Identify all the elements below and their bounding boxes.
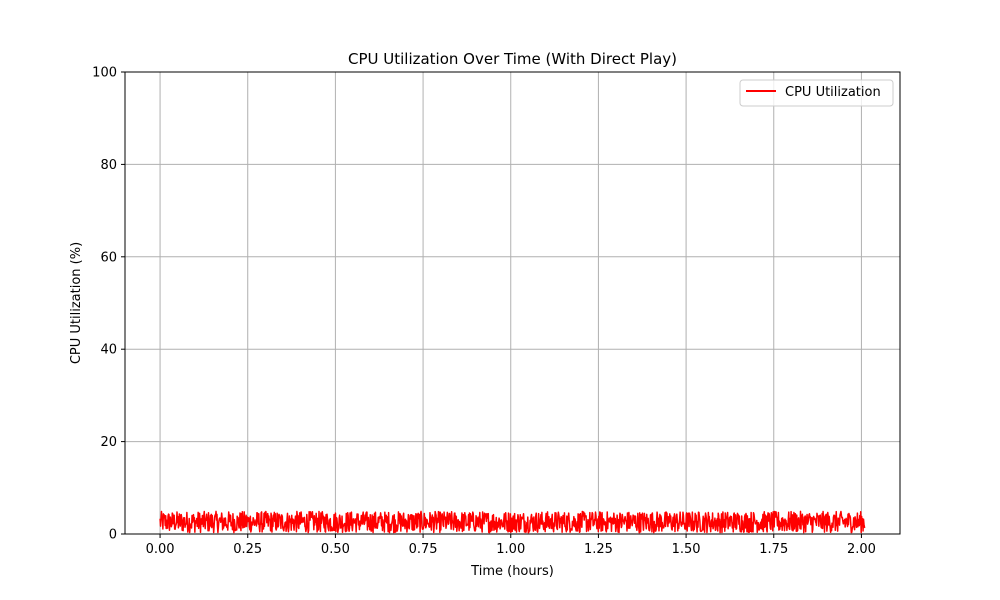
legend: CPU Utilization — [739, 79, 894, 107]
y-tick-label: 80 — [100, 158, 117, 173]
x-tick-label: 0.00 — [146, 542, 175, 557]
x-axis-ticks: 0.00 0.25 0.50 0.75 1.00 1.25 1.50 1.75 2.00 — [146, 534, 876, 557]
y-tick-label: 0 — [109, 528, 117, 543]
x-tick-label: 2.00 — [847, 542, 876, 557]
x-tick-label: 0.75 — [409, 542, 438, 557]
y-axis-label: CPU Utilization (%) — [69, 242, 84, 364]
x-tick-label: 1.75 — [759, 542, 788, 557]
plot-frame — [124, 71, 901, 535]
x-tick-label: 1.00 — [496, 542, 525, 557]
legend-label-cpu-utilization: CPU Utilization — [785, 85, 881, 100]
series-line-cpu-utilization — [159, 510, 866, 534]
legend-box — [739, 79, 894, 107]
y-tick-label: 60 — [100, 250, 117, 265]
x-tick-label: 1.25 — [584, 542, 613, 557]
y-axis-ticks: 0 20 40 60 80 100 — [92, 66, 125, 543]
y-tick-label: 40 — [100, 343, 117, 358]
y-tick-label: 20 — [100, 435, 117, 450]
x-tick-label: 0.50 — [321, 542, 350, 557]
x-tick-label: 0.25 — [233, 542, 262, 557]
chart-title: CPU Utilization Over Time (With Direct P… — [348, 50, 677, 68]
x-tick-label: 1.50 — [672, 542, 701, 557]
x-axis-label: Time (hours) — [470, 564, 554, 579]
y-tick-label: 100 — [92, 66, 117, 81]
series-layer — [159, 510, 866, 534]
